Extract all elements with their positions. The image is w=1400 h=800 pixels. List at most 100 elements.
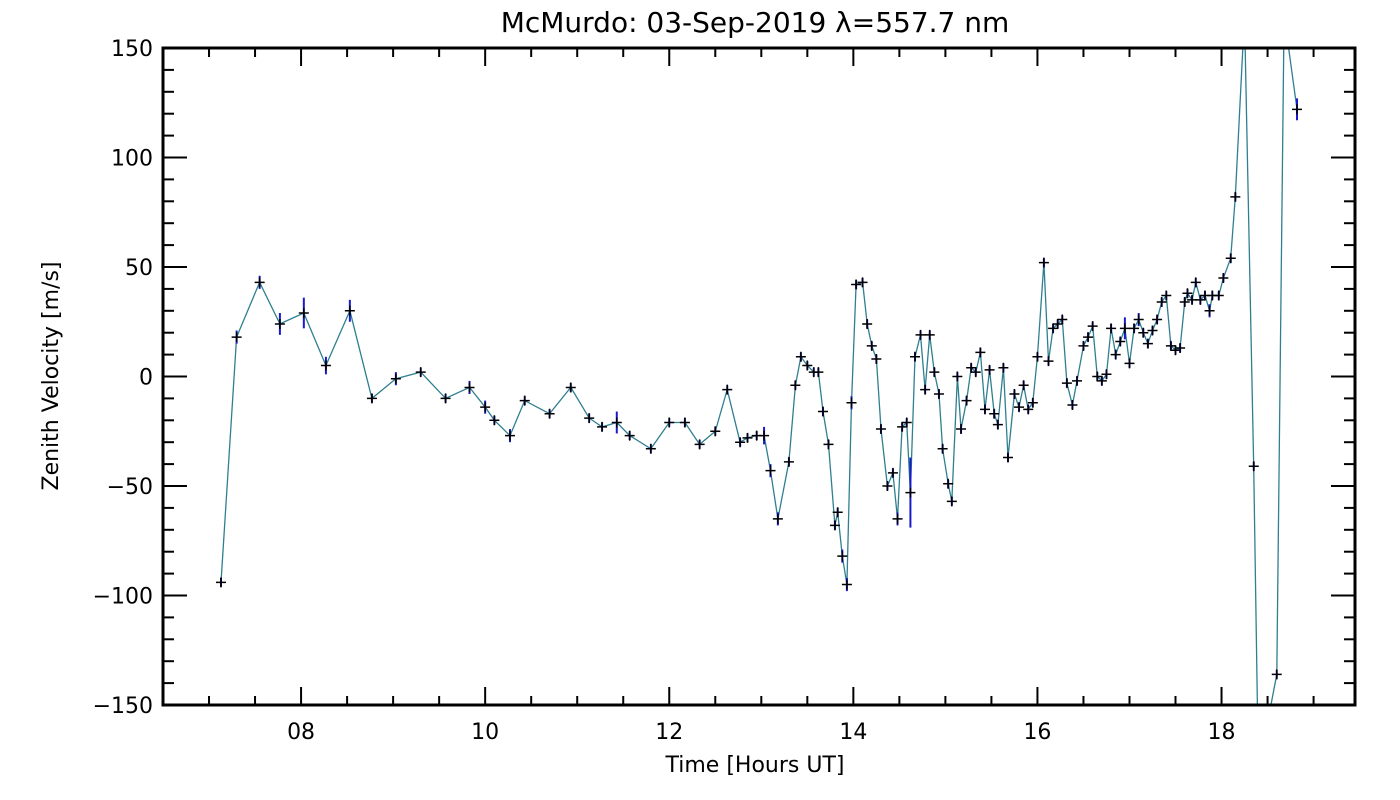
data-point: [1052, 318, 1063, 329]
data-point: [851, 279, 862, 290]
data-point: [837, 551, 848, 562]
data-point: [979, 404, 990, 415]
data-point: [1142, 338, 1153, 349]
data-point: [584, 413, 595, 424]
data-point: [765, 465, 776, 476]
data-point: [1165, 340, 1176, 351]
data-point: [989, 408, 1000, 419]
plot-area: [215, 10, 1303, 776]
data-point: [961, 395, 972, 406]
data-point: [664, 417, 675, 428]
data-point: [1023, 404, 1034, 415]
data-point: [832, 507, 843, 518]
data-point: [1002, 452, 1013, 463]
data-point: [1179, 297, 1190, 308]
data-point: [1092, 371, 1103, 382]
data-point: [1204, 305, 1215, 316]
data-point: [892, 513, 903, 524]
data-point: [1048, 323, 1059, 334]
data-point: [1225, 253, 1236, 264]
data-point: [1009, 389, 1020, 400]
data-point: [897, 421, 908, 432]
data-point: [924, 329, 935, 340]
data-point: [390, 373, 401, 384]
data-point: [929, 367, 940, 378]
data-point: [742, 432, 753, 443]
data-point: [1170, 345, 1181, 356]
data-point: [1027, 397, 1038, 408]
data-point: [1119, 323, 1130, 334]
data-point: [1133, 314, 1144, 325]
data-point: [1043, 356, 1054, 367]
data-point: [710, 426, 721, 437]
y-tick-label: −100: [93, 585, 153, 610]
data-point: [846, 397, 857, 408]
data-point: [1292, 104, 1303, 115]
data-point: [1279, 10, 1289, 20]
data-point: [862, 318, 873, 329]
data-point: [298, 307, 309, 318]
data-point: [933, 389, 944, 400]
data-point: [1182, 288, 1193, 299]
data-point: [882, 481, 893, 491]
data-point: [624, 430, 635, 441]
data-point: [1147, 325, 1158, 336]
data-point: [1038, 257, 1049, 268]
data-point: [415, 367, 426, 378]
data-point: [817, 406, 828, 417]
data-point: [829, 520, 840, 531]
data-point: [871, 353, 882, 364]
data-point: [1083, 332, 1094, 343]
data-point: [813, 367, 824, 378]
data-point: [1067, 399, 1078, 410]
data-point: [1271, 669, 1282, 680]
data-point: [1253, 766, 1263, 776]
data-point: [1240, 10, 1250, 20]
data-point: [1101, 369, 1112, 380]
data-point: [915, 329, 926, 340]
data-point: [519, 395, 530, 406]
tick-labels: 08 10 12 14 16 18 −150 −100 −50 0 50 100 150: [93, 37, 1236, 745]
data-point: [910, 351, 921, 362]
y-tick-label: 0: [139, 366, 153, 391]
data-point: [759, 430, 770, 441]
data-point: [1175, 343, 1186, 354]
data-point: [1156, 297, 1167, 308]
data-point: [231, 332, 242, 343]
data-point: [1110, 349, 1121, 360]
data-point: [920, 384, 931, 395]
data-point: [975, 347, 986, 358]
data-point: [544, 408, 555, 419]
data-point: [946, 496, 957, 507]
data-point: [875, 424, 886, 435]
data-point: [480, 402, 491, 413]
data-point: [1087, 321, 1098, 332]
data-point: [887, 467, 898, 478]
data-point: [857, 277, 868, 288]
x-axis-label: Time [Hours UT]: [665, 753, 845, 778]
data-point: [783, 456, 794, 467]
data-point: [1230, 191, 1241, 202]
y-axis-label: Zenith Velocity [m/s]: [39, 262, 64, 491]
data-point: [992, 419, 1003, 430]
data-point: [1096, 375, 1107, 386]
x-tick-label: 14: [839, 720, 867, 745]
data-point: [679, 417, 690, 428]
data-point: [1213, 290, 1224, 301]
data-point: [440, 393, 451, 404]
data-point: [795, 351, 806, 362]
data-point: [1195, 294, 1206, 305]
data-point: [274, 318, 285, 329]
y-tick-label: 50: [125, 256, 153, 281]
data-point: [998, 362, 1009, 373]
data-point: [1218, 272, 1229, 283]
data-point: [1124, 358, 1135, 369]
data-point: [1072, 375, 1083, 386]
data-point: [1078, 340, 1089, 351]
data-point: [943, 478, 954, 489]
data-point: [254, 277, 265, 288]
data-point: [320, 360, 331, 371]
data-point: [901, 417, 912, 428]
data-point: [1129, 323, 1140, 334]
plot-frame: [161, 46, 1357, 707]
